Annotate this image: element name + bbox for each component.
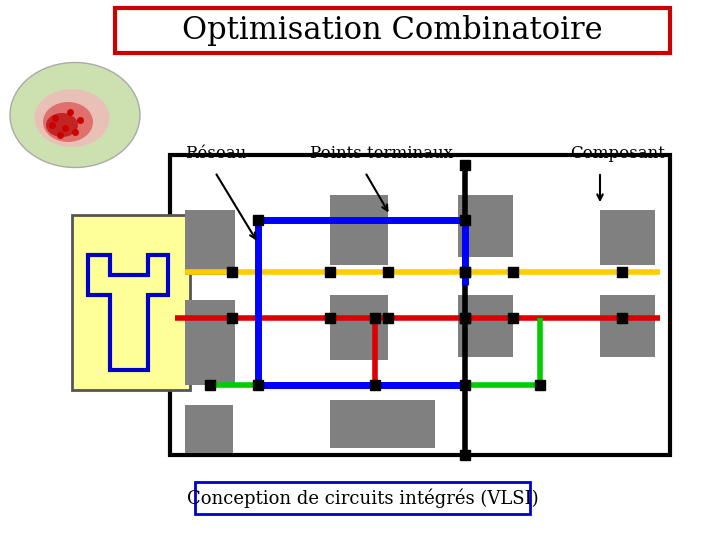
Ellipse shape bbox=[46, 113, 78, 137]
Text: Conception de circuits intégrés (VLSI): Conception de circuits intégrés (VLSI) bbox=[186, 488, 539, 508]
Ellipse shape bbox=[43, 102, 93, 142]
Text: Points terminaux: Points terminaux bbox=[310, 145, 453, 162]
Bar bbox=[185, 300, 235, 385]
Ellipse shape bbox=[10, 63, 140, 167]
Bar bbox=[458, 195, 513, 257]
Bar bbox=[170, 155, 670, 455]
Text: Réseau: Réseau bbox=[185, 145, 246, 162]
Text: Optimisation Combinatoire: Optimisation Combinatoire bbox=[182, 15, 603, 46]
Bar bbox=[330, 195, 388, 265]
Text: Composant: Composant bbox=[570, 145, 665, 162]
Bar bbox=[185, 405, 233, 453]
Bar bbox=[330, 400, 435, 448]
Bar bbox=[600, 295, 655, 357]
Bar bbox=[330, 295, 388, 360]
Bar bbox=[185, 210, 235, 275]
Bar bbox=[115, 8, 670, 53]
Bar bbox=[458, 295, 513, 357]
Polygon shape bbox=[88, 255, 168, 370]
Ellipse shape bbox=[35, 89, 109, 147]
Bar bbox=[72, 215, 190, 390]
Bar bbox=[600, 210, 655, 265]
Bar bbox=[195, 482, 530, 514]
